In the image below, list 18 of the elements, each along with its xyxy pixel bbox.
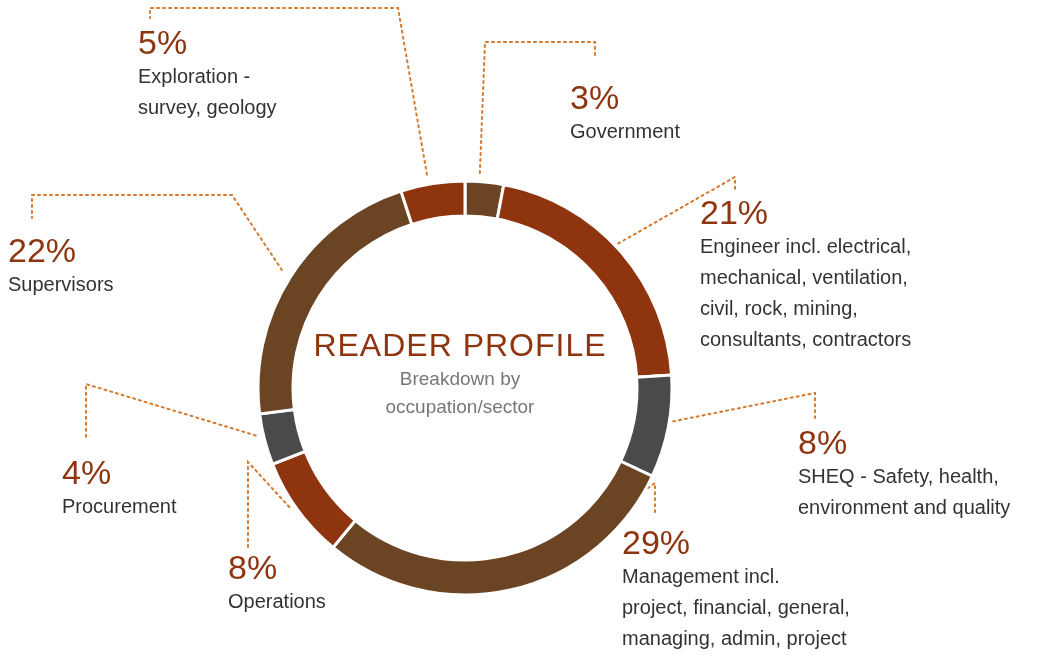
slice-label: Operations [228,589,326,614]
slice-label: Procurement [62,494,177,519]
data-label: 4% [62,453,113,491]
slice-label: Engineer incl. electrical, mechanical, ventilation, civil, rock, mining, consultants, contractors [700,234,912,352]
data-label: 21% [700,193,770,231]
slice-label: Exploration - survey, geology [138,64,277,120]
data-label: 22% [8,231,78,269]
data-label: 29% [622,523,692,561]
slice-label: Government [570,119,681,144]
text: Breakdown by occupation/sector [384,367,536,419]
data-label: 5% [138,23,189,61]
slice-label: SHEQ - Safety, health, environment and quality [798,464,1011,520]
slice-label: Supervisors [8,272,114,297]
text: READER PROFILE [312,326,608,365]
data-label: 3% [570,78,621,116]
data-label: 8% [228,548,279,586]
slice-label: Management incl. project, financial, general, managing, admin, project [622,564,850,651]
data-label: 8% [798,423,849,461]
